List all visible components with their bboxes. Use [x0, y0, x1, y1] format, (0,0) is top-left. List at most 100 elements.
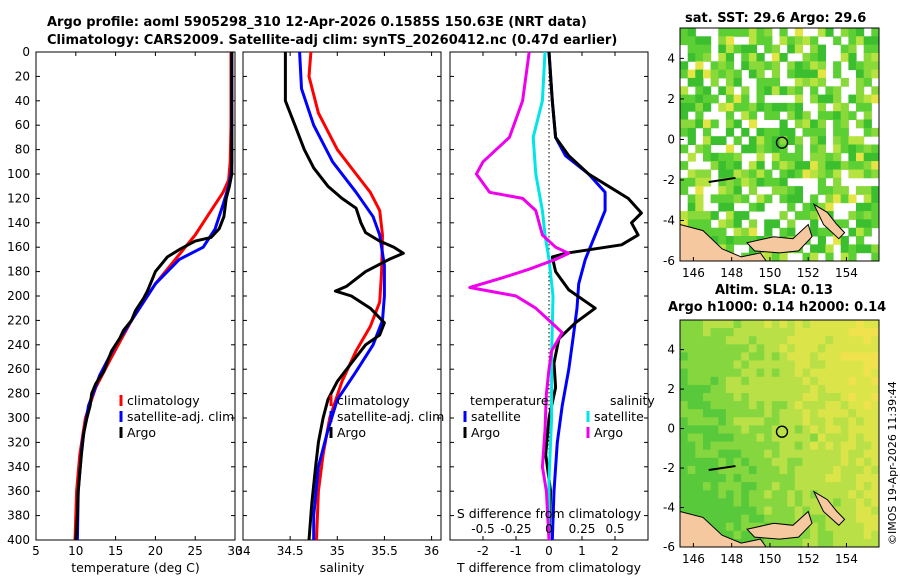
map-cell [756, 136, 765, 145]
map-cell [748, 61, 758, 71]
map-cell [687, 344, 696, 353]
map-cell [779, 433, 788, 443]
map-cell [725, 506, 735, 516]
map-cell [756, 352, 765, 361]
map-cell [871, 161, 880, 170]
map-cell [802, 457, 811, 467]
map-cell [848, 514, 857, 524]
map-cell [817, 433, 826, 443]
map-cell [703, 433, 712, 443]
map-cell [787, 169, 796, 179]
map-cell [779, 498, 788, 507]
map-cell [764, 474, 773, 483]
map-cell [756, 393, 765, 402]
map-cell [871, 360, 880, 370]
map-cell [848, 28, 857, 37]
map-cell [810, 449, 819, 459]
map-cell [733, 433, 742, 443]
map-cell [863, 482, 872, 491]
map-cell [810, 194, 819, 204]
map-cell [710, 514, 719, 524]
map-cell [725, 368, 735, 378]
map-cell [863, 161, 872, 170]
map-cell [848, 111, 857, 120]
map-cell [833, 111, 842, 120]
map-cell [695, 425, 704, 434]
map-cell [833, 538, 842, 548]
map-cell [764, 77, 773, 87]
map-cell [710, 352, 719, 361]
map-cell [856, 102, 865, 112]
map-cell [863, 194, 872, 204]
map-y-tick-label: 0 [667, 422, 675, 436]
map-cell [733, 152, 742, 162]
land-polygon [746, 223, 813, 254]
map-cell [710, 360, 719, 370]
map-cell [817, 441, 826, 451]
map-cell [703, 328, 712, 337]
map-cell [695, 202, 704, 212]
map-cell [779, 336, 788, 345]
map-cell [741, 368, 750, 378]
map-cell [825, 409, 834, 418]
map-cell [725, 433, 735, 443]
map-cell [810, 86, 819, 96]
map-cell [718, 161, 727, 170]
map-cell [817, 227, 826, 237]
map-y-tick-label: 4 [667, 343, 675, 357]
map-cell [687, 219, 696, 229]
map-cell [703, 320, 712, 329]
map-cell [771, 417, 780, 426]
map-cell [817, 44, 826, 54]
map-cell [825, 352, 834, 361]
map-cell [863, 352, 872, 361]
map-cell [710, 328, 719, 337]
map-cell [718, 102, 727, 112]
map-cell [687, 77, 696, 87]
map-cell [817, 538, 826, 548]
map-cell [787, 102, 796, 112]
map-cell [680, 482, 689, 491]
map-cell [748, 441, 758, 451]
map-cell [687, 169, 696, 179]
map-cell [718, 219, 727, 229]
map-cell [695, 401, 704, 410]
x-tick-label: 34 [235, 544, 250, 558]
x-tick-label: 35.5 [371, 544, 398, 558]
map-cell [871, 498, 880, 507]
map-cell [825, 368, 834, 378]
map-cell [718, 522, 727, 532]
map-cell [718, 28, 727, 37]
map-cell [871, 538, 880, 548]
map-cell [710, 457, 719, 467]
map-cell [863, 449, 872, 459]
map-cell [725, 360, 735, 370]
figure-title-line2: Climatology: CARS2009. Satellite-adj cli… [47, 33, 618, 48]
map-cell [817, 465, 826, 475]
map-cell [848, 433, 857, 443]
map-cell [825, 376, 834, 386]
map-cell [771, 376, 780, 386]
map-cell [771, 69, 780, 79]
map-cell [810, 393, 819, 402]
map-cell [764, 227, 773, 237]
map-cell [794, 86, 803, 96]
map-cell [863, 441, 872, 451]
legend-label: satellite-adj. clim [127, 409, 234, 424]
map-cell [695, 119, 704, 129]
map-cell [718, 441, 727, 451]
map-cell [802, 111, 811, 120]
map-cell [848, 61, 857, 71]
map-cell [863, 457, 872, 467]
map-cell [756, 474, 765, 483]
map-cell [710, 409, 719, 418]
map-cell [840, 457, 849, 467]
map-cell [703, 352, 712, 361]
map-cell [687, 136, 696, 145]
map-cell [856, 211, 865, 220]
map-cell [856, 498, 865, 507]
map-cell [779, 441, 788, 451]
map-cell [802, 393, 811, 402]
map-x-tick-label: 154 [835, 552, 858, 566]
map-cell [817, 474, 826, 483]
